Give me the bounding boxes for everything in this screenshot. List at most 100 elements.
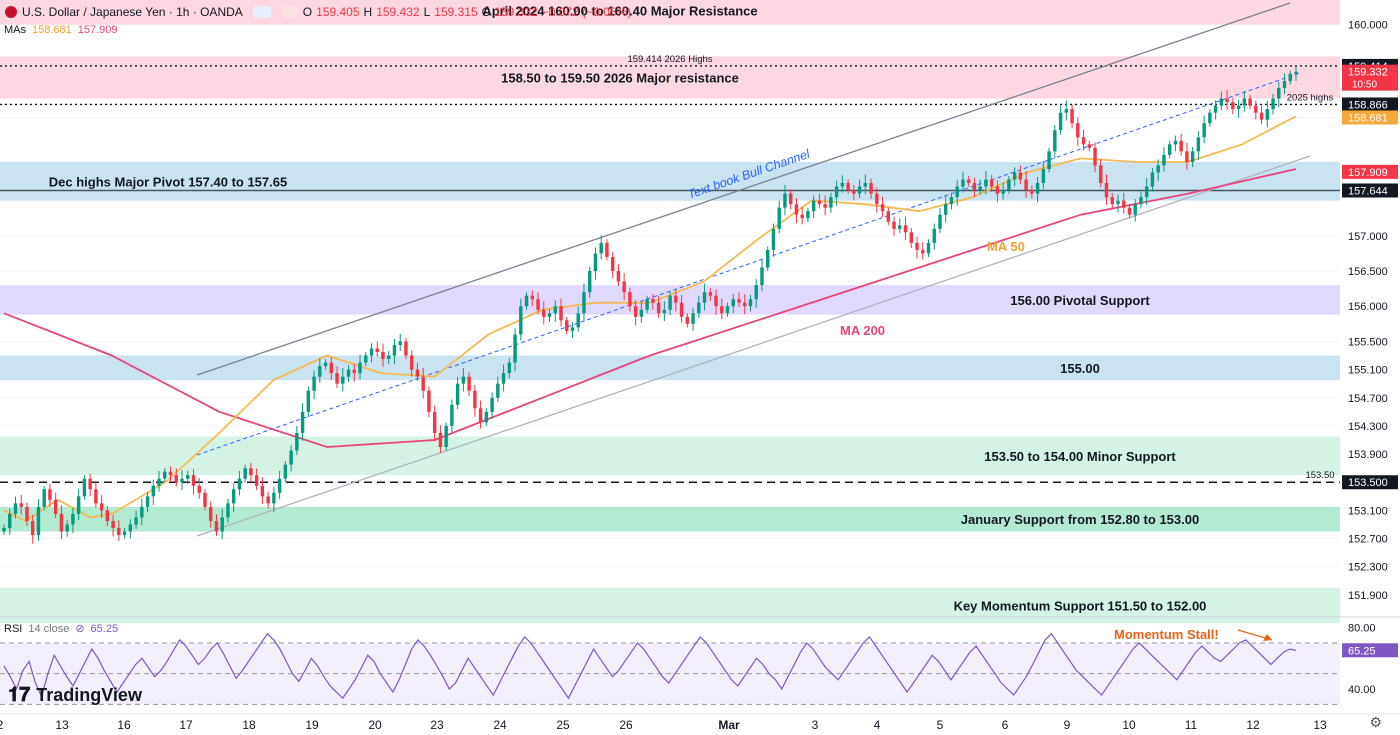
ma200-annotation: MA 200 — [840, 323, 885, 338]
price-tag — [1342, 64, 1398, 91]
candle-body — [1093, 147, 1097, 166]
candle-body — [524, 295, 529, 307]
candle-body — [1294, 71, 1298, 74]
time-tick: 6 — [1002, 718, 1009, 732]
candle-body — [536, 299, 540, 310]
zone-band — [0, 0, 1340, 25]
candle-body — [720, 306, 724, 314]
zone-label: April 2024 160.00 to 160.40 Major Resist… — [482, 4, 757, 19]
candle-body — [375, 348, 379, 352]
candle-body — [19, 503, 23, 507]
candle-body — [978, 186, 982, 191]
rsi-legend[interactable]: RSI 14 close ⊘ 65.25 — [4, 622, 119, 636]
candle-body — [668, 295, 672, 310]
candle-body — [501, 373, 506, 384]
candle-body — [989, 179, 994, 187]
candle-body — [163, 471, 167, 479]
candle-body — [111, 520, 115, 528]
price-tick: 155.100 — [1348, 365, 1388, 377]
zone-label: 156.00 Pivotal Support — [1010, 293, 1150, 308]
candle-body — [272, 492, 276, 504]
candle-body — [76, 496, 81, 514]
candle-body — [783, 193, 787, 208]
candle-body — [570, 327, 575, 331]
price-tag — [1342, 164, 1398, 179]
candle-body — [1053, 130, 1057, 152]
price-tick: 153.100 — [1348, 505, 1388, 517]
price-tick: 160.000 — [1348, 20, 1388, 32]
zone-label: Dec highs Major Pivot 157.40 to 157.65 — [49, 174, 287, 189]
price-tick: 153.900 — [1348, 449, 1388, 461]
tradingview-logo[interactable]: 𝟏𝟕 TradingView — [8, 684, 142, 707]
candle-body — [1001, 190, 1005, 194]
candle-body — [134, 517, 138, 525]
time-tick: 11 — [1185, 718, 1198, 732]
candle-body — [364, 355, 368, 363]
candle-body — [553, 306, 557, 314]
time-tick: 26 — [619, 718, 633, 732]
rsi-tick: 40.00 — [1348, 684, 1376, 696]
candle-body — [880, 204, 885, 212]
candle-body — [926, 242, 931, 254]
channel-mid-line — [196, 72, 1301, 456]
low-label: L — [423, 5, 431, 19]
candle-body — [243, 468, 247, 479]
candle-body — [1150, 172, 1155, 187]
zone-band — [0, 56, 1340, 99]
ma50-value: 158.681 — [32, 24, 72, 36]
candle-body — [731, 299, 735, 307]
candle-body — [427, 390, 431, 412]
candle-body — [312, 376, 316, 391]
candle-body — [582, 292, 586, 314]
rsi-value: 65.25 — [90, 622, 119, 635]
candle-body — [766, 249, 770, 268]
candle-body — [966, 179, 971, 184]
mas-legend[interactable]: MAs 158.681 157.909 — [4, 24, 118, 36]
gear-icon[interactable]: ⚙ — [1369, 714, 1382, 730]
candle-body — [806, 211, 810, 219]
candle-body — [1099, 165, 1103, 184]
candle-body — [840, 183, 845, 187]
candle-body — [1104, 183, 1109, 198]
eye-icon[interactable] — [252, 6, 271, 18]
candle-body — [610, 256, 615, 272]
candle-body — [191, 475, 196, 486]
candle-body — [82, 478, 87, 497]
candle-body — [587, 271, 592, 293]
candle-body — [415, 369, 420, 377]
candle-body — [231, 489, 236, 504]
candle-body — [852, 190, 856, 194]
time-tick: 17 — [179, 718, 193, 732]
candle-body — [180, 478, 184, 483]
candle-body — [565, 320, 569, 331]
candle-body — [42, 489, 46, 507]
time-tick: 13 — [1313, 718, 1327, 732]
candle-body — [254, 475, 259, 486]
candle-body — [857, 186, 862, 194]
candle-body — [1254, 105, 1258, 113]
candle-body — [725, 306, 730, 314]
candle-body — [404, 341, 408, 356]
open-value: 159.405 — [316, 5, 360, 19]
candle-body — [576, 313, 580, 328]
high-label: H — [363, 5, 373, 19]
candle-body — [645, 299, 649, 310]
candle-body — [679, 302, 684, 317]
candle-body — [1167, 144, 1172, 155]
candle-body — [1070, 109, 1074, 124]
candle-body — [955, 186, 959, 198]
ma200-value: 157.909 — [77, 24, 118, 36]
candle-body — [794, 204, 799, 215]
candle-body — [771, 228, 776, 250]
symbol-title[interactable]: U.S. Dollar / Japanese Yen · 1h · OANDA — [22, 5, 243, 19]
candle-body — [341, 376, 345, 384]
candle-body — [834, 186, 839, 198]
price-tick: 152.300 — [1348, 562, 1388, 574]
settings-icon[interactable] — [280, 6, 299, 18]
candle-body — [398, 341, 402, 345]
rsi-tick: 80.00 — [1348, 623, 1376, 635]
price-tag-time: 10:50 — [1352, 80, 1377, 91]
price-tick: 157.000 — [1348, 231, 1388, 243]
level-label: 2025 highs — [1287, 92, 1334, 103]
